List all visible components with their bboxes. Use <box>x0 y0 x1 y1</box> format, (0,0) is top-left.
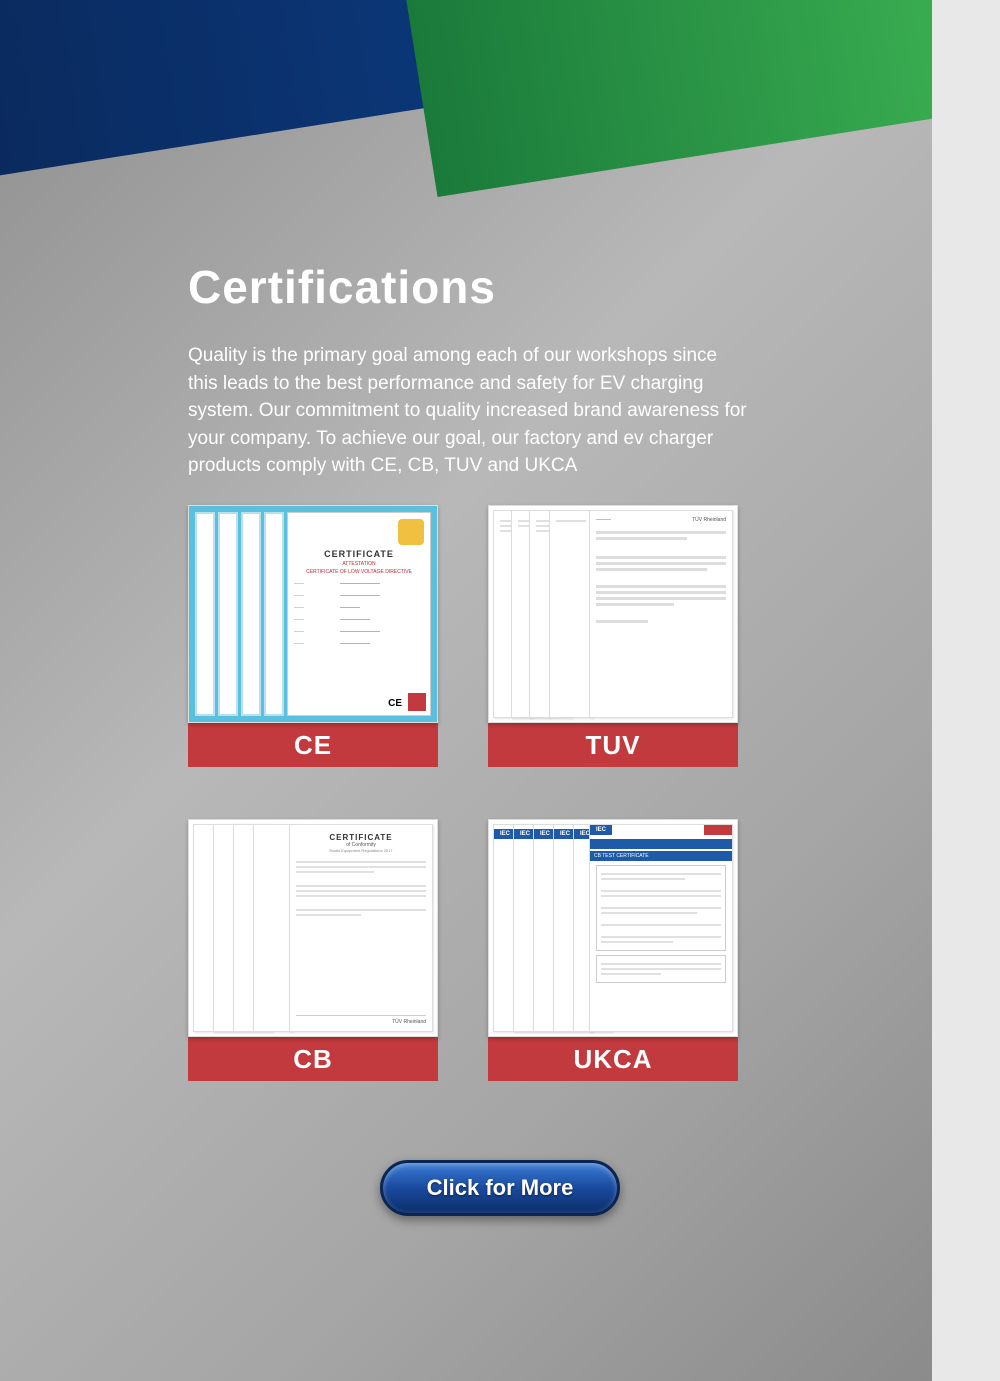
cert-thumb-ce[interactable]: CERTIFICATE ATTESTATION CERTIFICATE OF L… <box>188 505 438 723</box>
red-tab <box>704 825 732 835</box>
cert-doc-attestation: ATTESTATION <box>294 561 424 567</box>
doc-page <box>264 512 284 716</box>
page-title: Certifications <box>188 260 748 314</box>
cert-card-cb: CERTIFICATE of Conformity Radio Equipmen… <box>188 819 438 1081</box>
doc-page-main: CERTIFICATE of Conformity Radio Equipmen… <box>289 824 433 1032</box>
cert-doc-subtitle: CERTIFICATE OF LOW VOLTAGE DIRECTIVE <box>294 569 424 575</box>
cert-label-ce: CE <box>188 723 438 767</box>
doc-stack: CERTIFICATE of Conformity Radio Equipmen… <box>189 820 437 1036</box>
doc-page <box>218 512 238 716</box>
doc-page <box>195 512 215 716</box>
page-description: Quality is the primary goal among each o… <box>188 342 748 480</box>
doc-page-main: IEC CB TEST CERTIFICATE <box>589 824 733 1032</box>
doc-page <box>253 824 293 1032</box>
content-block: Certifications Quality is the primary go… <box>188 260 748 480</box>
cert-grid: CERTIFICATE ATTESTATION CERTIFICATE OF L… <box>188 505 748 1081</box>
cert-thumb-ukca[interactable]: IEC IEC IEC IEC IEC IEC CB TEST CERTIFIC… <box>488 819 738 1037</box>
doc-page-main: ———TÜV Rheinland <box>589 510 733 718</box>
ce-mark-icon: CE <box>388 698 402 709</box>
cert-label-cb: CB <box>188 1037 438 1081</box>
cert-label-tuv: TUV <box>488 723 738 767</box>
cert-doc-title: CERTIFICATE <box>294 549 424 559</box>
header-band <box>0 0 1000 300</box>
cert-card-tuv: ———TÜV Rheinland TUV <box>488 505 738 767</box>
cb-doc-title: CERTIFICATE <box>296 833 426 842</box>
ukca-doc-title: CB TEST CERTIFICATE <box>590 851 732 861</box>
logo-icon <box>408 693 426 711</box>
click-for-more-button[interactable]: Click for More <box>380 1160 620 1216</box>
iec-tab: IEC <box>590 825 612 835</box>
doc-page-main: CERTIFICATE ATTESTATION CERTIFICATE OF L… <box>287 512 431 716</box>
cert-label-ukca: UKCA <box>488 1037 738 1081</box>
doc-page <box>549 510 593 718</box>
doc-stack: IEC IEC IEC IEC IEC IEC CB TEST CERTIFIC… <box>489 820 737 1036</box>
cert-card-ukca: IEC IEC IEC IEC IEC IEC CB TEST CERTIFIC… <box>488 819 738 1081</box>
doc-stack: ———TÜV Rheinland <box>489 506 737 722</box>
cert-thumb-cb[interactable]: CERTIFICATE of Conformity Radio Equipmen… <box>188 819 438 1037</box>
cb-foot: TÜV Rheinland <box>296 1015 426 1025</box>
cert-thumb-tuv[interactable]: ———TÜV Rheinland <box>488 505 738 723</box>
seal-icon <box>398 519 424 545</box>
right-strip <box>932 0 1000 1381</box>
cert-card-ce: CERTIFICATE ATTESTATION CERTIFICATE OF L… <box>188 505 438 767</box>
tuv-logo: TÜV Rheinland <box>692 517 726 523</box>
doc-page <box>241 512 261 716</box>
band-green <box>400 0 1000 197</box>
